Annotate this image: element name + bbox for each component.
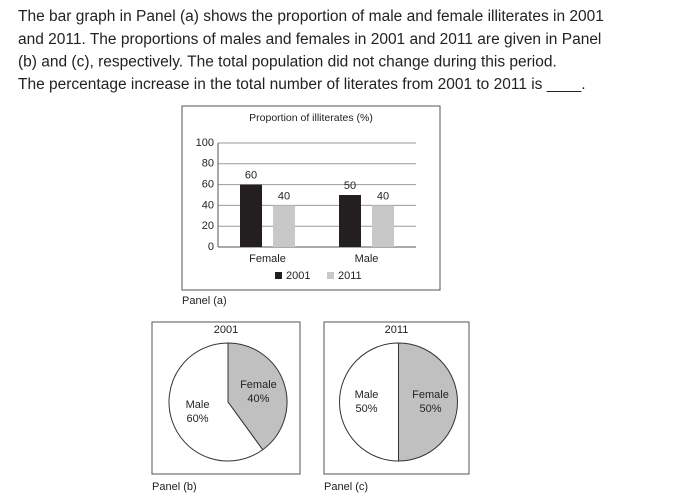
bar-value-label: 40 [278,190,290,202]
slice-label: Female [240,379,277,391]
panel-caption: Panel (b) [152,481,197,493]
bar [339,195,361,247]
panel-caption: Panel (a) [182,295,227,307]
question-line: and 2011. The proportions of males and f… [18,31,601,48]
legend-swatch [327,272,334,279]
chart-title: 2001 [214,324,238,336]
bar-value-label: 50 [344,180,356,192]
pie-slice [398,342,458,462]
bar-value-label: 40 [377,190,389,202]
y-tick-label: 0 [208,241,214,253]
bar [240,184,262,247]
question-line: The percentage increase in the total num… [18,76,586,93]
y-tick-label: 100 [196,137,214,149]
chart-title: Proportion of illiterates (%) [249,112,373,124]
pie-slice [168,342,264,462]
slice-value-label: 50% [355,403,377,415]
chart-title: 2011 [385,324,409,336]
slice-label: Female [412,389,449,401]
x-tick-label: Male [355,253,379,265]
question-line: (b) and (c), respectively. The total pop… [18,53,557,70]
legend-label: 2011 [338,270,362,282]
pie-slice [227,342,288,451]
slice-value-label: 40% [247,393,269,405]
panel-frame [151,321,301,475]
panel-caption: Panel (c) [324,481,368,493]
slice-value-label: 60% [187,413,209,425]
y-tick-label: 40 [202,199,214,211]
slice-value-label: 50% [419,403,441,415]
panel-frame [181,105,441,291]
bar [273,205,295,247]
y-tick-label: 20 [202,220,214,232]
question-line: The bar graph in Panel (a) shows the pro… [18,8,604,25]
bar [372,205,394,247]
x-tick-label: Female [249,253,286,265]
legend-swatch [275,272,282,279]
slice-label: Male [186,399,210,411]
slice-label: Male [355,389,379,401]
pie-slice [339,342,399,462]
panel-frame [323,321,470,475]
y-tick-label: 80 [202,158,214,170]
legend-label: 2001 [286,270,310,282]
y-tick-label: 60 [202,179,214,191]
bar-value-label: 60 [245,170,257,182]
